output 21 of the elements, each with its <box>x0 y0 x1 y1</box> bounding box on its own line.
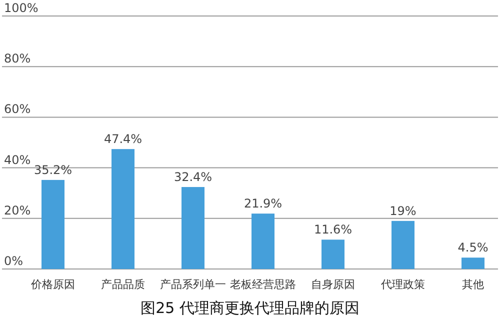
data-label: 11.6% <box>314 222 352 237</box>
data-label: 21.9% <box>244 196 282 211</box>
y-tick-label: 100% <box>4 1 38 15</box>
x-tick-label: 其他 <box>462 278 484 291</box>
x-tick-label: 老板经营思路 <box>230 278 296 291</box>
y-tick-label: 60% <box>4 102 31 116</box>
x-tick-label: 价格原因 <box>30 278 75 291</box>
data-label: 47.4% <box>104 132 142 146</box>
y-tick-label: 20% <box>4 203 31 218</box>
y-tick-label: 40% <box>4 152 31 167</box>
x-tick-label: 产品系列单一 <box>160 278 226 291</box>
data-label: 32.4% <box>174 170 212 184</box>
y-tick-label: 80% <box>4 52 31 66</box>
x-tick-label: 代理政策 <box>380 278 425 291</box>
x-tick-label: 产品品质 <box>101 278 145 291</box>
y-tick-label: 0% <box>4 254 24 268</box>
data-label: 19% <box>390 204 416 218</box>
text: 图25 代理商更换代理品牌的原因 <box>140 299 360 317</box>
x-tick-label: 自身原因 <box>311 278 355 291</box>
data-label: 35.2% <box>34 162 72 177</box>
data-label: 4.5% <box>458 240 488 255</box>
